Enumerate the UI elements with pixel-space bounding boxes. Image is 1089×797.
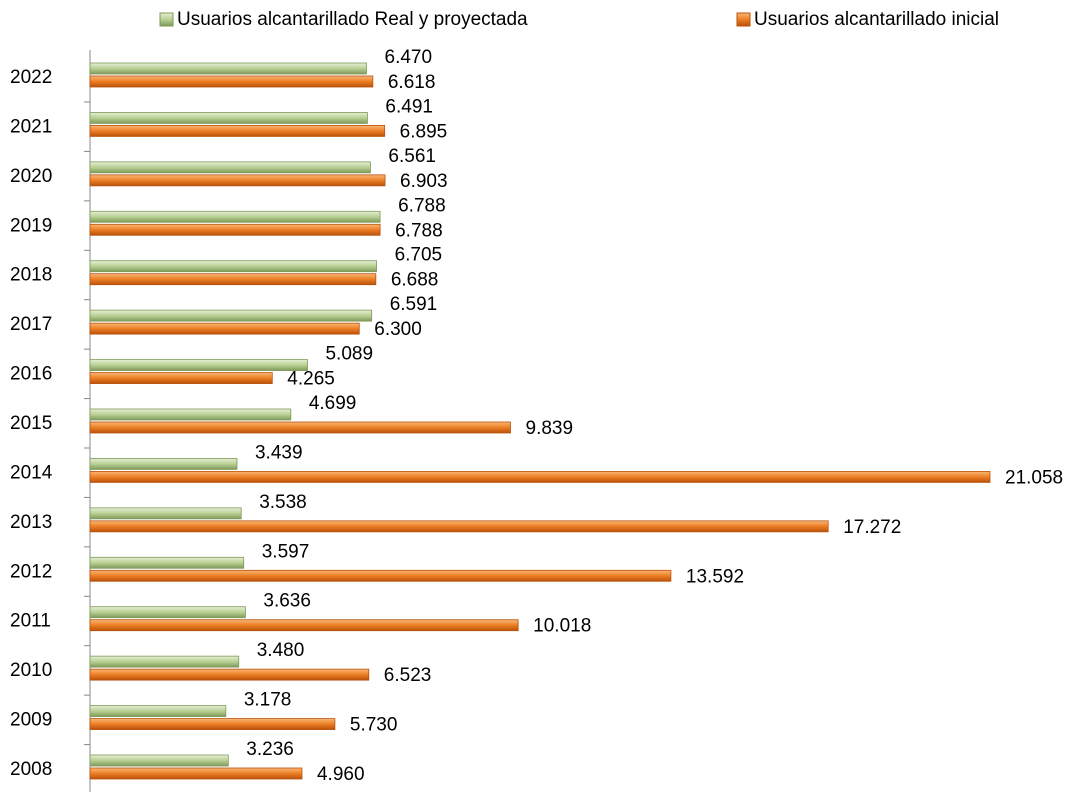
y-tick-label: 2014 (10, 462, 53, 483)
value-label: 17.272 (843, 517, 901, 538)
legend-swatch (159, 12, 174, 27)
value-label: 3.538 (259, 492, 307, 513)
bar (89, 359, 308, 371)
bar (89, 223, 381, 236)
bar (89, 75, 374, 88)
y-tick-label: 2019 (10, 215, 52, 236)
bar (89, 754, 229, 767)
bar (89, 408, 292, 421)
y-tick-label: 2017 (10, 314, 52, 335)
value-label: 6.561 (388, 146, 436, 167)
value-label: 6.903 (400, 171, 448, 192)
bar (89, 655, 240, 668)
value-label: 3.480 (257, 640, 305, 661)
bar (89, 125, 386, 137)
value-label: 13.592 (686, 566, 744, 587)
bar (89, 309, 373, 322)
y-tick-label: 2010 (10, 660, 52, 681)
y-tick-label: 2009 (10, 710, 52, 731)
bar (89, 458, 238, 470)
value-label: 4.960 (317, 764, 365, 785)
value-label: 3.236 (246, 739, 294, 760)
bar (89, 372, 273, 384)
value-label: 4.699 (309, 393, 357, 414)
value-label: 6.491 (385, 96, 433, 117)
value-label: 9.839 (526, 418, 574, 439)
bar (89, 112, 368, 124)
bar (89, 705, 227, 717)
bar (89, 569, 672, 582)
bar (89, 471, 991, 483)
y-tick-label: 2022 (10, 67, 52, 88)
bar (89, 718, 336, 730)
value-label: 3.597 (262, 541, 310, 562)
bar (89, 62, 367, 75)
y-tick-label: 2008 (10, 759, 52, 780)
value-label: 3.178 (244, 690, 292, 711)
bar (89, 668, 370, 681)
value-label: 6.300 (374, 319, 422, 340)
bar (89, 520, 829, 533)
y-tick-label: 2011 (10, 611, 51, 632)
value-label: 6.591 (390, 294, 438, 315)
y-tick-label: 2015 (10, 413, 52, 434)
value-label: 6.705 (395, 245, 443, 266)
value-label: 6.895 (400, 121, 448, 142)
value-label: 6.688 (391, 270, 439, 291)
y-tick-label: 2012 (10, 561, 52, 582)
y-tick-label: 2016 (10, 364, 52, 385)
value-label: 10.018 (533, 616, 591, 637)
value-label: 5.089 (325, 344, 373, 365)
bar (89, 507, 242, 520)
value-label: 21.058 (1005, 467, 1063, 488)
bar (89, 161, 371, 174)
value-label: 6.788 (395, 220, 443, 241)
value-label: 6.788 (398, 195, 446, 216)
value-label: 6.523 (384, 665, 432, 686)
bar (89, 606, 246, 619)
value-label: 6.470 (385, 47, 433, 68)
bar (89, 260, 377, 273)
bar (89, 421, 511, 434)
y-tick-label: 2013 (10, 512, 52, 533)
bar (89, 273, 377, 286)
bar (89, 174, 386, 187)
value-label: 6.618 (388, 72, 436, 93)
y-tick-label: 2018 (10, 265, 52, 286)
value-label: 5.730 (350, 715, 398, 736)
bar (89, 556, 245, 569)
value-label: 3.636 (263, 591, 311, 612)
bar (89, 210, 381, 223)
value-label: 4.265 (287, 369, 335, 390)
y-tick-label: 2020 (10, 166, 52, 187)
bar (89, 619, 519, 632)
legend-label: Usuarios alcantarillado Real y proyectad… (177, 9, 528, 30)
y-tick-label: 2021 (10, 116, 52, 137)
bar (89, 767, 303, 780)
legend-label: Usuarios alcantarillado inicial (754, 9, 999, 30)
bar (89, 322, 360, 335)
legend-swatch (736, 12, 751, 27)
value-label: 3.439 (255, 442, 303, 463)
